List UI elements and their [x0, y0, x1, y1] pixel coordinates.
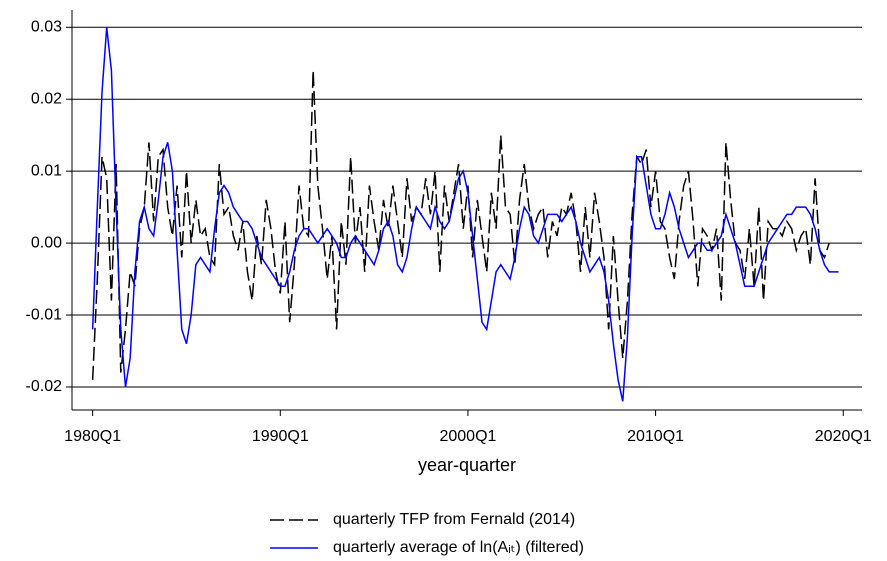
legend-label: quarterly average of ln(Aᵢₜ) (filtered): [333, 539, 584, 556]
x-tick-label: 2020Q1: [815, 428, 872, 445]
x-tick-label: 2010Q1: [627, 428, 684, 445]
y-tick-label: 0.00: [31, 234, 62, 251]
y-tick-label: 0.02: [31, 90, 62, 107]
x-tick-label: 2000Q1: [439, 428, 496, 445]
y-tick-label: -0.02: [26, 378, 63, 395]
y-tick-label: 0.01: [31, 162, 62, 179]
line-series: [91, 70, 830, 380]
y-tick-label: -0.01: [26, 306, 63, 323]
line-series: [91, 27, 839, 402]
x-tick-label: 1990Q1: [252, 428, 309, 445]
x-tick-label: 1980Q1: [64, 428, 121, 445]
x-axis-title: year-quarter: [418, 455, 516, 475]
legend-label: quarterly TFP from Fernald (2014): [333, 511, 575, 528]
y-tick-label: 0.03: [31, 18, 62, 35]
